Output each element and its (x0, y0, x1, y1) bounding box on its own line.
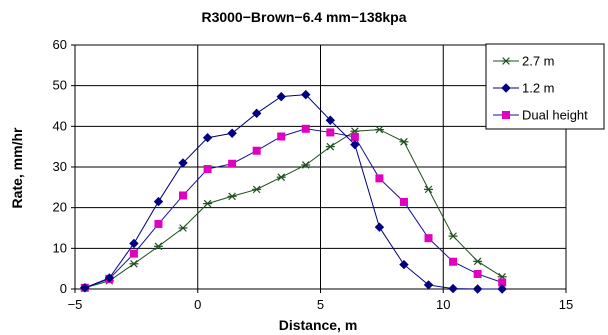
data-point (448, 232, 458, 240)
data-point (129, 238, 139, 249)
data-point (399, 259, 409, 270)
y-tick-label: 20 (53, 200, 67, 215)
legend-label: 2.7 m (522, 54, 555, 69)
data-point (227, 192, 237, 201)
series-dual-height (80, 124, 507, 292)
data-point (497, 284, 507, 294)
data-point (350, 139, 360, 150)
data-point (179, 191, 188, 200)
data-point (227, 128, 237, 138)
data-point (178, 224, 188, 232)
data-point (473, 257, 483, 266)
data-point (228, 159, 237, 168)
data-point (472, 284, 483, 294)
data-point (325, 115, 336, 125)
plot-grid (75, 44, 567, 289)
data-point (399, 197, 408, 206)
x-tick-label: 10 (436, 297, 450, 312)
legend-marker (501, 83, 511, 93)
legend: 2.7 m 1.2 m Dual height (485, 43, 605, 130)
series-1-2-m (80, 89, 507, 294)
legend-marker (501, 57, 511, 65)
data-point (203, 165, 212, 174)
data-point (375, 174, 384, 183)
y-tick-label: 0 (60, 281, 67, 296)
data-point (399, 137, 409, 146)
data-point (276, 91, 286, 102)
y-tick-label: 10 (53, 240, 67, 255)
data-point (448, 283, 458, 294)
data-point (326, 128, 335, 137)
x-tick-label: −5 (68, 297, 83, 312)
data-point (129, 259, 139, 268)
series-layer (80, 89, 507, 294)
data-point (252, 146, 261, 155)
data-point (301, 161, 311, 169)
data-point (276, 173, 286, 181)
legend-entry: Dual height (493, 108, 588, 123)
x-tick-label: 5 (317, 297, 324, 312)
y-tick-label: 60 (53, 37, 67, 52)
data-point (424, 234, 433, 243)
x-axis-label: Distance, m (279, 317, 358, 333)
series-line (84, 129, 503, 289)
data-point (424, 185, 434, 194)
data-point (325, 142, 335, 151)
legend-label: 1.2 m (522, 81, 555, 96)
data-point (129, 249, 138, 258)
y-tick-label: 50 (53, 78, 67, 93)
data-point (374, 125, 384, 134)
data-point (423, 280, 434, 290)
legend-entry: 1.2 m (493, 81, 555, 96)
chart-title: R3000−Brown−6.4 mm−138kpa (201, 9, 406, 25)
series-line (84, 128, 503, 289)
y-axis-label: Rate, mm/hr (9, 127, 25, 208)
data-point (473, 269, 482, 278)
data-point (104, 273, 115, 283)
data-point (449, 257, 458, 266)
y-tick-label: 40 (53, 118, 67, 133)
series-line (84, 94, 503, 290)
data-point (178, 158, 188, 168)
data-point (252, 185, 262, 194)
data-point (80, 283, 90, 293)
series-2-7-m (80, 125, 507, 292)
data-point (301, 89, 311, 100)
data-point (350, 132, 359, 141)
data-point (154, 219, 163, 228)
data-point (153, 196, 164, 207)
data-point (277, 132, 286, 141)
x-tick-label: 0 (194, 297, 201, 312)
data-point (203, 199, 213, 208)
data-point (301, 124, 310, 133)
data-point (202, 133, 213, 143)
data-point (153, 242, 163, 251)
data-point (374, 222, 385, 232)
legend-marker (502, 111, 510, 119)
y-tick-label: 30 (53, 159, 67, 174)
legend-entry: 2.7 m (493, 54, 555, 69)
legend-label: Dual height (522, 108, 588, 123)
x-tick-label: 15 (559, 297, 573, 312)
data-point (251, 108, 262, 119)
